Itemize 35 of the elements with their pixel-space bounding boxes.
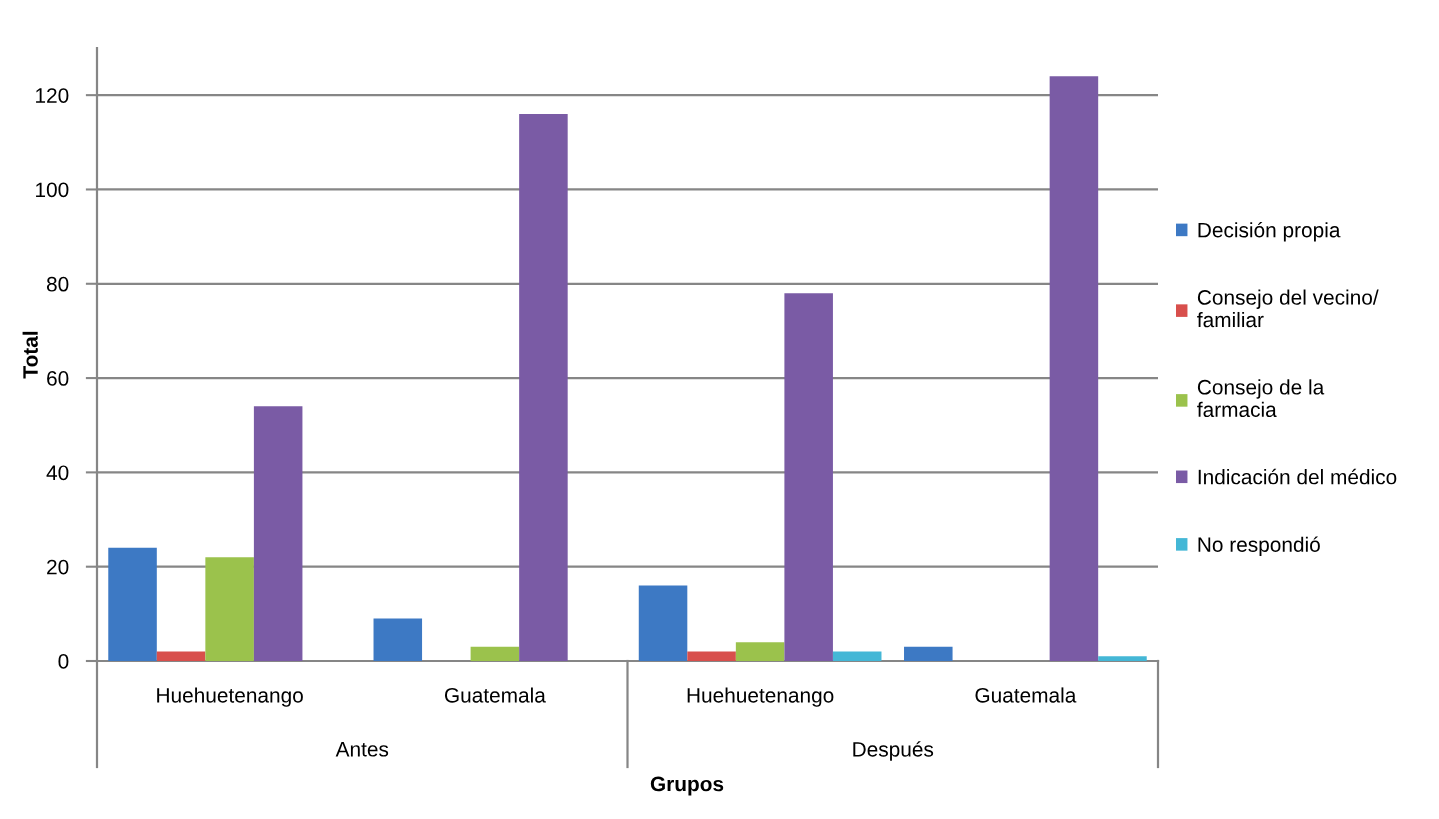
x-tick-label: Huehuetenango — [687, 687, 834, 707]
legend-label: Indicación del médico — [1198, 468, 1397, 485]
y-tick-label: 20 — [47, 559, 69, 575]
y-tick-label: 100 — [36, 182, 69, 198]
legend-label: Consejo del vecino/ familiar — [1197, 289, 1379, 328]
bar — [1049, 76, 1099, 661]
bar — [519, 114, 568, 661]
bar — [904, 646, 953, 661]
bar — [253, 406, 303, 661]
legend-label: No respondió — [1198, 536, 1320, 557]
text: Antes — [335, 742, 389, 757]
bar — [784, 293, 833, 661]
y-tick-label: 40 — [46, 465, 69, 481]
bar — [156, 651, 206, 661]
bar — [108, 547, 157, 661]
x-axis-title: Grupos — [650, 776, 724, 796]
x-tick-label: Guatemala — [975, 687, 1077, 703]
bar — [205, 557, 254, 661]
bar — [638, 585, 688, 661]
y-axis-title: Total — [22, 331, 38, 379]
y-tick-label: 60 — [47, 371, 69, 386]
x-tick-label: Huehuetenango — [157, 687, 303, 707]
y-tick-label: 80 — [46, 276, 69, 292]
text: Después — [853, 741, 934, 761]
bar — [1098, 656, 1147, 661]
bar — [687, 651, 736, 661]
bar — [373, 618, 423, 661]
bar — [470, 646, 520, 661]
legend-label: Consejo de la farmacia — [1197, 379, 1325, 418]
bar — [832, 651, 882, 661]
legend-label: Decisión propia — [1198, 221, 1341, 242]
bar — [735, 642, 785, 661]
y-tick-label: 120 — [36, 88, 69, 103]
x-tick-label: Guatemala — [444, 687, 546, 703]
y-tick-label: 0 — [58, 654, 69, 669]
